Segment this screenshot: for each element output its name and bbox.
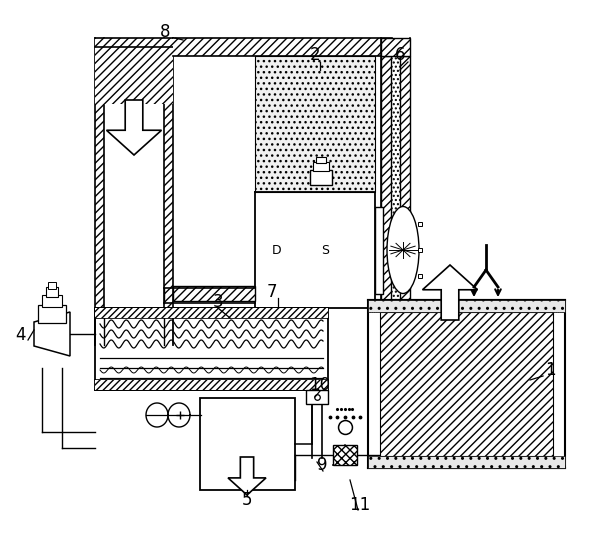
Text: D: D [272,244,282,256]
Text: 8: 8 [160,23,170,41]
Bar [368,456,565,468]
Text: 1: 1 [545,361,555,379]
Text: 7: 7 [267,283,278,301]
Polygon shape [107,100,161,155]
Text: S: S [321,244,329,256]
Bar [375,206,383,294]
Text: 2: 2 [310,46,320,64]
Polygon shape [228,457,266,495]
Text: 9: 9 [317,456,327,474]
Bar [48,282,56,289]
Bar [313,162,329,171]
Text: 4: 4 [15,326,25,344]
Bar [255,192,375,308]
Bar [255,56,375,192]
Text: 10: 10 [310,376,330,394]
Bar [42,295,62,307]
Bar [95,308,328,390]
Bar [400,56,410,458]
Bar [380,312,553,456]
Bar [173,38,392,56]
Bar [381,56,391,458]
Bar [333,445,357,465]
Bar [95,38,104,345]
Bar [368,300,565,312]
Text: 11: 11 [349,496,371,514]
Bar [316,157,326,163]
Text: 3: 3 [213,293,224,311]
Bar [46,287,58,297]
Polygon shape [34,312,70,356]
Bar [368,300,565,468]
Text: 6: 6 [395,46,405,64]
Bar [306,390,328,404]
Bar [310,170,332,185]
Bar [95,308,328,318]
Bar [381,38,410,56]
Bar [173,286,255,301]
Bar [381,458,410,467]
Bar [38,305,66,323]
Bar [381,38,410,458]
Bar [200,398,295,490]
Ellipse shape [387,206,419,294]
Bar [164,38,173,345]
Bar [95,38,173,104]
Bar [95,380,328,390]
Text: 5: 5 [242,491,252,509]
Polygon shape [422,265,477,320]
